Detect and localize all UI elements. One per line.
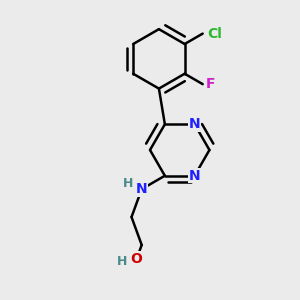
Text: H: H xyxy=(123,177,134,190)
Text: O: O xyxy=(131,252,142,266)
Text: Cl: Cl xyxy=(207,27,222,40)
Text: N: N xyxy=(189,169,200,183)
Text: N: N xyxy=(189,117,200,131)
Text: F: F xyxy=(206,77,215,91)
Text: N: N xyxy=(136,182,148,196)
Text: H: H xyxy=(117,255,127,268)
